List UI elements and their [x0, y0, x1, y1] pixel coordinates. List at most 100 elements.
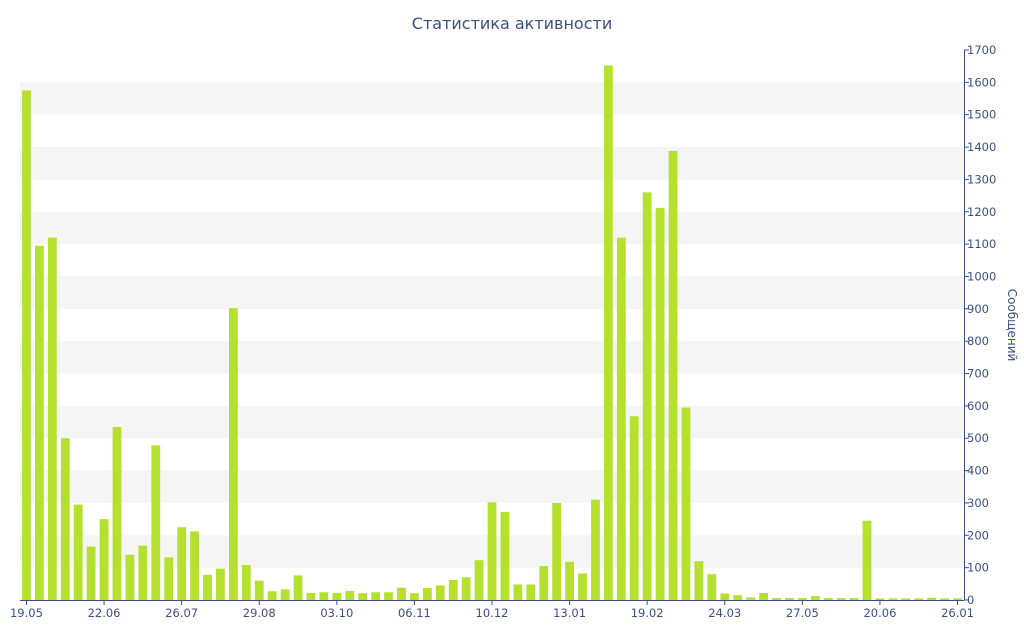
y-axis-label: Сообщений — [1005, 289, 1019, 362]
bar — [565, 561, 574, 600]
bar — [707, 574, 717, 600]
grid-bands — [20, 82, 964, 568]
x-tick-label: 26.01 — [941, 606, 974, 620]
bar — [358, 593, 368, 600]
x-tick-label: 06.11 — [398, 606, 431, 620]
bar — [578, 573, 587, 600]
bar — [216, 568, 225, 600]
y-tick-label: 1700 — [967, 43, 996, 57]
bar — [772, 598, 781, 600]
bar — [785, 598, 794, 600]
bar — [397, 587, 406, 600]
bar — [720, 593, 730, 600]
bar — [332, 592, 342, 600]
bar — [371, 592, 381, 600]
y-tick-label: 600 — [967, 399, 989, 413]
bar — [35, 245, 44, 601]
y-tick-label: 1300 — [967, 172, 996, 186]
bar — [138, 545, 148, 600]
bar — [241, 565, 251, 600]
bar — [940, 598, 949, 600]
bar — [164, 557, 174, 600]
bar — [603, 65, 613, 600]
bar — [901, 598, 911, 600]
y-tick-label: 1500 — [967, 108, 996, 122]
bar — [73, 504, 83, 600]
bar — [86, 546, 96, 600]
bar — [849, 598, 859, 600]
bar — [60, 438, 70, 600]
bar — [668, 150, 678, 600]
bar — [384, 592, 393, 600]
y-tick-label: 500 — [967, 431, 989, 445]
bar — [552, 502, 562, 600]
bar — [422, 588, 432, 600]
x-tick-label: 03.10 — [320, 606, 353, 620]
y-tick-label: 800 — [967, 334, 989, 348]
bar — [112, 426, 122, 600]
bar — [888, 598, 898, 600]
bar — [461, 577, 471, 600]
y-tick-label: 0 — [967, 593, 974, 607]
bar — [293, 575, 303, 600]
bar — [953, 598, 962, 600]
y-tick-label: 400 — [967, 464, 989, 478]
bar — [99, 519, 109, 600]
grid-band — [20, 211, 964, 245]
bar — [254, 580, 264, 600]
y-tick-label: 700 — [967, 367, 989, 381]
bar — [591, 499, 600, 600]
grid-band — [20, 147, 964, 180]
y-tick-label: 100 — [967, 561, 989, 575]
bar — [642, 192, 652, 600]
y-tick-label: 200 — [967, 528, 989, 542]
x-tick-label: 26.07 — [165, 606, 198, 620]
bar — [435, 585, 445, 600]
x-tick-label: 19.02 — [631, 606, 664, 620]
bar — [797, 598, 807, 600]
bar — [914, 598, 924, 600]
bar — [746, 597, 756, 600]
bar — [759, 592, 768, 600]
bar — [733, 595, 743, 600]
bar — [345, 590, 355, 600]
bar — [125, 554, 135, 600]
bar — [410, 593, 419, 600]
bar — [526, 584, 536, 600]
chart-title: Статистика активности — [411, 14, 613, 33]
bar — [47, 237, 57, 600]
bar — [927, 597, 937, 600]
bar — [810, 596, 820, 600]
x-tick-label: 24.03 — [708, 606, 741, 620]
grid-band — [20, 82, 964, 115]
bar — [474, 560, 484, 600]
grid-band — [20, 405, 964, 439]
bars-group — [22, 65, 962, 601]
x-tick-label: 20.06 — [863, 606, 896, 620]
bar — [823, 598, 833, 600]
bar — [151, 445, 161, 600]
bar — [306, 592, 316, 600]
y-tick-label: 1100 — [967, 237, 996, 251]
bar — [22, 90, 31, 600]
x-tick-label: 13.01 — [553, 606, 586, 620]
bar — [513, 584, 523, 600]
bar — [319, 592, 329, 600]
bar — [228, 308, 238, 600]
y-axis: 0 100 200 300 400 500 600 700 800 900 1000 1100 1200… — [964, 43, 996, 607]
bar — [862, 520, 872, 600]
bar — [616, 237, 626, 600]
grid-band — [20, 470, 964, 503]
bar — [448, 579, 458, 600]
x-axis: 19.05 22.06 26.07 29.08 03.10 06.11 10.12 13.01… — [10, 600, 974, 620]
bar — [629, 416, 639, 600]
y-tick-label: 1600 — [967, 75, 996, 89]
bar — [177, 527, 187, 600]
x-tick-label: 29.08 — [243, 606, 276, 620]
x-tick-label: 27.05 — [786, 606, 819, 620]
x-tick-label: 22.06 — [88, 606, 121, 620]
y-tick-label: 300 — [967, 496, 989, 510]
bar — [836, 598, 846, 600]
x-tick-label: 19.05 — [10, 606, 43, 620]
